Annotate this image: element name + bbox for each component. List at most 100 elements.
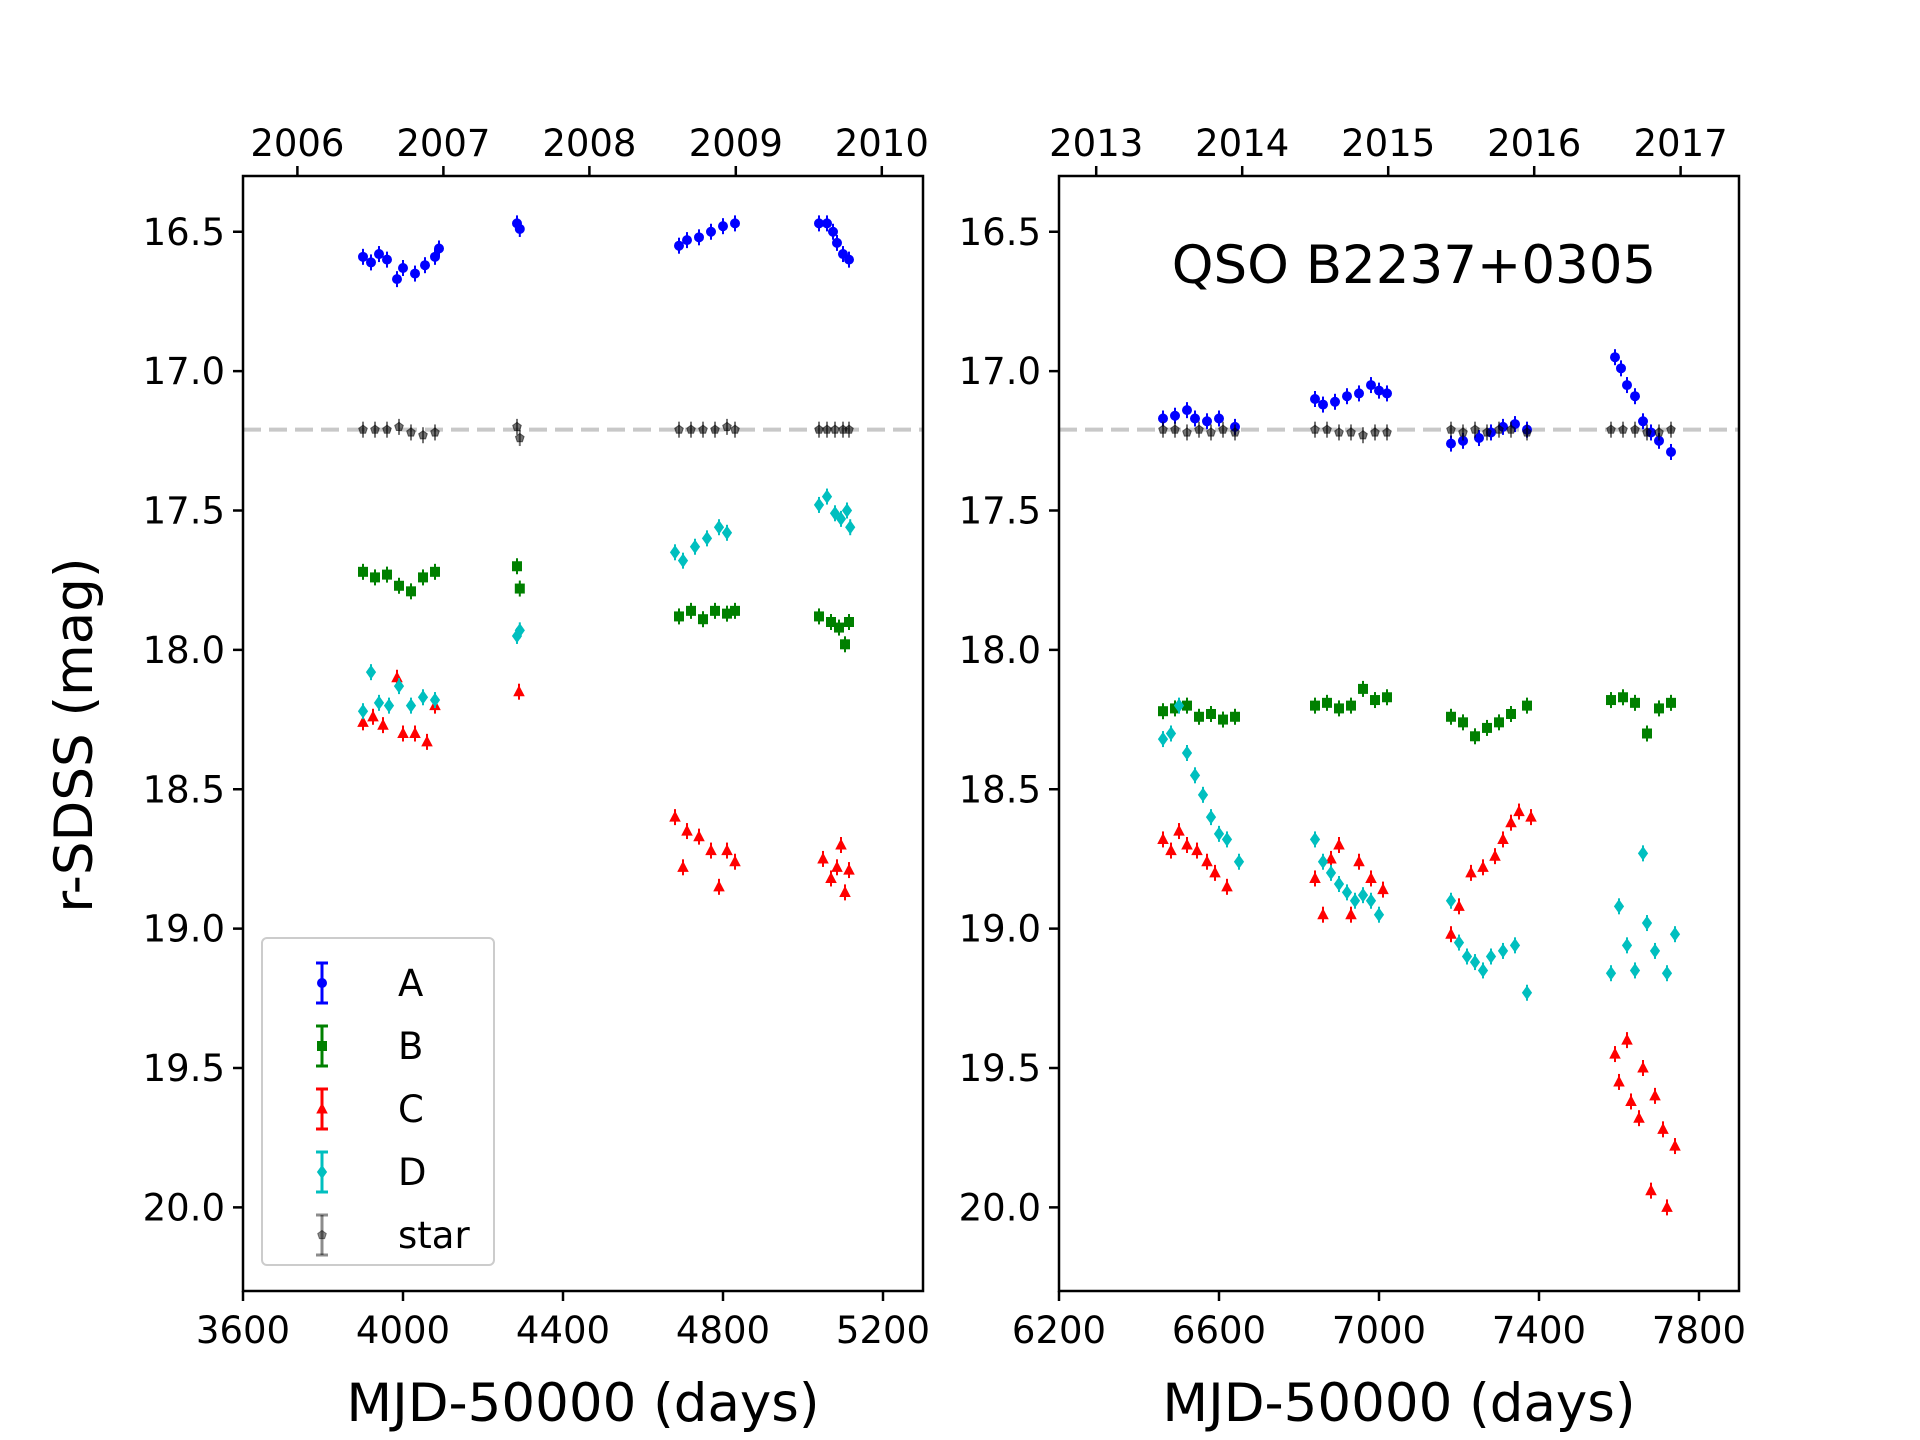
data-point-D-11 <box>677 553 689 568</box>
data-point-D-14 <box>1341 885 1353 900</box>
data-point-D-28 <box>1605 966 1617 981</box>
data-point-C-16 <box>1445 927 1457 939</box>
data-point-D-20 <box>841 503 853 518</box>
top-year-label: 2008 <box>542 122 636 165</box>
top-year-label: 2016 <box>1487 122 1581 165</box>
data-point-D-26 <box>1509 938 1521 953</box>
left-series-D <box>357 488 856 720</box>
data-point-B-17 <box>834 622 844 633</box>
data-point-B-5 <box>1218 714 1228 725</box>
data-point-C-12 <box>693 830 705 842</box>
data-point-B-0 <box>1158 706 1168 717</box>
legend-label-D: D <box>398 1151 427 1194</box>
data-point-A-3 <box>1190 413 1200 424</box>
data-point-D-27 <box>1521 985 1533 1000</box>
data-point-star-9 <box>1334 427 1344 437</box>
data-point-star-5 <box>1218 424 1228 434</box>
left-plot-marks <box>243 215 923 901</box>
data-point-D-3 <box>1181 745 1193 761</box>
data-point-star-14 <box>730 424 740 434</box>
data-point-A-1 <box>1170 410 1180 421</box>
right-series-star <box>1158 421 1676 444</box>
data-point-A-23 <box>844 254 854 265</box>
data-point-A-17 <box>730 218 740 229</box>
data-point-C-24 <box>1525 810 1537 822</box>
data-point-D-10 <box>1309 832 1321 847</box>
data-point-C-2 <box>1173 824 1185 836</box>
data-point-A-4 <box>392 274 402 285</box>
data-point-B-6 <box>1230 711 1240 722</box>
data-point-C-11 <box>1333 838 1345 850</box>
legend-entry-star: star <box>316 1213 470 1257</box>
x-tick-label: 7400 <box>1492 1309 1586 1352</box>
data-point-star-14 <box>1446 424 1456 434</box>
data-point-C-16 <box>729 855 741 867</box>
data-point-B-10 <box>686 605 696 616</box>
data-point-C-27 <box>1621 1033 1633 1045</box>
y-axis-label: r-SDSS (mag) <box>44 557 105 912</box>
left-top-year-ticks: 2006 2007 2008 2009 2010 <box>250 122 929 176</box>
top-year-label: 2015 <box>1341 122 1435 165</box>
x-tick-label: 7000 <box>1332 1309 1426 1352</box>
data-point-D-22 <box>1469 954 1481 970</box>
data-point-B-11 <box>698 614 708 625</box>
data-point-C-7 <box>1221 880 1233 892</box>
data-point-A-14 <box>694 232 704 243</box>
data-point-D-2 <box>1173 698 1185 713</box>
data-point-B-19 <box>844 617 854 627</box>
left-x-axis-label: MJD-50000 (days) <box>346 1373 819 1434</box>
legend-label-C: C <box>398 1088 424 1131</box>
y-tick-label: 17.0 <box>143 350 225 393</box>
data-point-B-7 <box>512 561 522 572</box>
data-point-B-25 <box>1654 703 1664 714</box>
data-point-B-23 <box>1630 697 1640 708</box>
y-tick-label: 19.0 <box>143 908 225 951</box>
data-point-A-13 <box>682 235 692 246</box>
data-point-D-31 <box>1629 963 1641 978</box>
data-point-A-11 <box>514 223 525 234</box>
right-series-A <box>1158 349 1676 460</box>
data-point-star-2 <box>382 424 392 434</box>
data-point-A-19 <box>822 218 832 229</box>
legend-box <box>261 937 495 1266</box>
data-point-star-4 <box>1206 427 1216 437</box>
right-top-year-ticks: 2013 2014 2015 2016 2017 <box>1049 122 1728 176</box>
data-point-A-15 <box>706 226 716 237</box>
y-tick-label: 18.5 <box>959 768 1041 811</box>
data-point-C-4 <box>1191 844 1203 856</box>
data-point-D-13 <box>701 531 713 546</box>
data-point-B-15 <box>1458 717 1468 728</box>
data-point-D-6 <box>1205 809 1217 825</box>
y-tick-label: 18.5 <box>143 768 225 811</box>
data-point-star-2 <box>1182 427 1192 437</box>
data-point-star-25 <box>1654 427 1664 437</box>
y-tick-label: 16.5 <box>959 211 1041 254</box>
data-point-D-4 <box>393 678 405 694</box>
data-point-star-4 <box>406 427 416 437</box>
legend-label-A: A <box>398 962 423 1005</box>
data-point-D-23 <box>1477 963 1489 978</box>
data-point-star-20 <box>1522 427 1532 437</box>
y-tick-label: 19.5 <box>143 1047 225 1090</box>
data-point-star-19 <box>1506 424 1516 434</box>
data-point-A-7 <box>420 260 430 271</box>
data-point-B-8 <box>1322 697 1332 708</box>
right-x-axis-label: MJD-50000 (days) <box>1162 1373 1635 1434</box>
data-point-B-19 <box>1506 708 1516 719</box>
data-point-D-0 <box>357 704 369 719</box>
data-point-A-0 <box>358 251 368 262</box>
data-point-B-16 <box>1470 731 1480 742</box>
data-point-D-30 <box>1621 938 1633 953</box>
left-series-star <box>358 418 854 447</box>
data-point-star-21 <box>1606 424 1616 434</box>
data-point-C-35 <box>1669 1139 1681 1151</box>
data-point-D-24 <box>1485 949 1497 964</box>
data-point-A-6 <box>410 268 420 279</box>
data-point-C-6 <box>1209 866 1221 878</box>
data-point-C-3 <box>1181 838 1193 850</box>
data-point-star-24 <box>1642 427 1652 437</box>
data-point-D-3 <box>383 698 395 713</box>
x-tick-label: 4000 <box>356 1309 450 1352</box>
data-point-A-29 <box>1666 446 1676 457</box>
